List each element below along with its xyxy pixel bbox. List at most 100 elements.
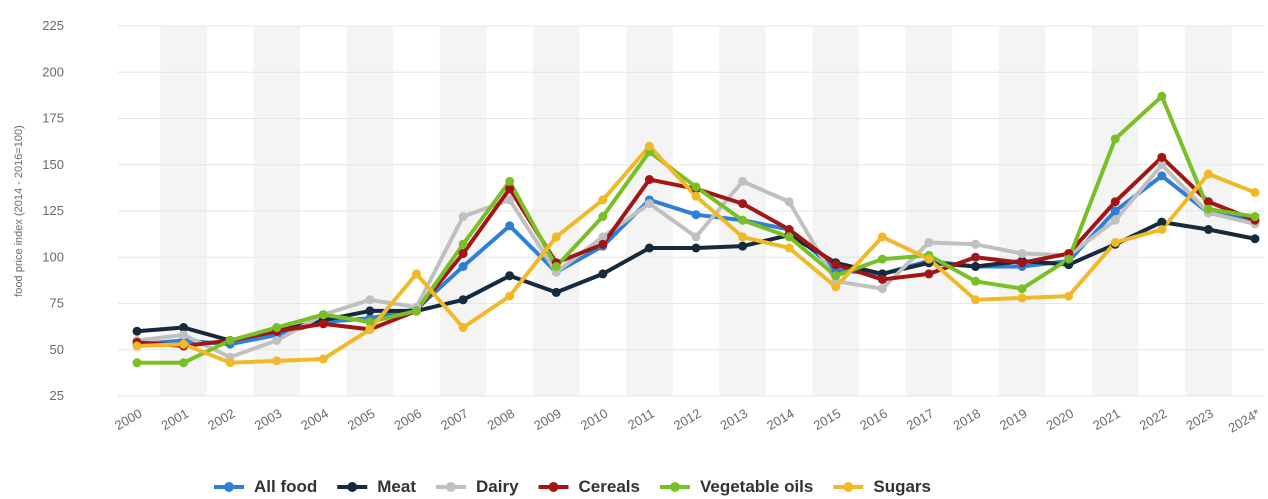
data-point-sugars xyxy=(412,269,421,279)
data-point-dairy xyxy=(1110,215,1120,225)
data-point-sugars xyxy=(644,141,654,151)
data-point-cereals xyxy=(318,319,328,329)
data-point-sugars xyxy=(179,339,189,349)
series-points xyxy=(132,91,1260,368)
data-point-all-food xyxy=(1110,206,1120,216)
data-point-dairy xyxy=(971,239,980,249)
data-point-meat xyxy=(365,306,375,316)
data-point-sugars xyxy=(784,243,794,253)
data-point-dairy xyxy=(458,212,468,222)
data-point-sugars xyxy=(365,324,375,334)
legend-label: Dairy xyxy=(476,477,519,496)
data-point-meat xyxy=(505,271,515,281)
x-tick-label: 2015 xyxy=(811,406,844,433)
data-point-meat xyxy=(644,243,654,253)
legend-label: Cereals xyxy=(579,477,640,496)
x-tick-label: 2022 xyxy=(1137,406,1170,433)
legend[interactable]: All food Meat Dairy Cereals Vegetable oils Su… xyxy=(214,477,931,496)
data-point-sugars xyxy=(877,232,887,242)
data-point-cereals xyxy=(784,225,794,234)
data-point-meat xyxy=(132,326,142,336)
data-point-meat xyxy=(1250,234,1260,244)
x-tick-label: 2014 xyxy=(764,406,797,433)
legend-item-cereals[interactable]: Cereals xyxy=(538,477,640,496)
data-point-vegetable-oils xyxy=(132,358,142,368)
legend-marker-swatch xyxy=(347,482,358,492)
data-point-vegetable-oils xyxy=(365,317,375,327)
data-point-sugars xyxy=(738,232,748,242)
legend-item-meat[interactable]: Meat xyxy=(337,477,416,496)
data-point-meat xyxy=(179,323,189,333)
data-point-vegetable-oils xyxy=(1110,134,1120,144)
data-point-vegetable-oils xyxy=(598,212,608,222)
data-point-cereals xyxy=(738,199,748,209)
data-point-dairy xyxy=(365,295,375,305)
x-tick-label: 2020 xyxy=(1044,406,1077,433)
data-point-meat xyxy=(458,295,468,305)
data-point-cereals xyxy=(971,252,980,262)
data-point-vegetable-oils xyxy=(272,323,282,333)
data-point-cereals xyxy=(598,239,608,249)
data-point-sugars xyxy=(458,323,468,333)
data-point-dairy xyxy=(179,330,189,340)
legend-label: Sugars xyxy=(873,477,931,496)
data-point-cereals xyxy=(831,260,841,270)
data-point-meat xyxy=(1157,217,1167,227)
x-tick-label: 2018 xyxy=(950,406,983,433)
y-tick-label: 200 xyxy=(42,64,64,79)
data-point-vegetable-oils xyxy=(412,306,421,316)
x-tick-label: 2004 xyxy=(298,406,331,433)
legend-marker-swatch xyxy=(446,482,456,492)
legend-item-sugars[interactable]: Sugars xyxy=(833,477,931,496)
data-point-vegetable-oils xyxy=(505,176,515,186)
data-point-all-food xyxy=(458,262,468,271)
data-point-meat xyxy=(971,262,980,271)
y-tick-label: 125 xyxy=(42,203,64,218)
data-point-sugars xyxy=(598,195,608,205)
data-point-sugars xyxy=(971,295,980,305)
data-point-vegetable-oils xyxy=(179,358,189,368)
data-point-cereals xyxy=(1203,197,1213,207)
x-tick-label: 2002 xyxy=(205,406,238,433)
data-point-vegetable-oils xyxy=(458,239,468,249)
y-axis-ticks: 25 50 75 100 125 150 175 200 225 xyxy=(42,18,64,403)
y-tick-label: 75 xyxy=(50,296,64,311)
data-point-sugars xyxy=(1157,225,1167,234)
data-point-vegetable-oils xyxy=(551,262,561,271)
x-tick-label: 2005 xyxy=(345,406,378,433)
data-point-vegetable-oils xyxy=(831,271,841,281)
x-tick-label: 2019 xyxy=(997,406,1030,433)
data-point-meat xyxy=(598,269,608,279)
legend-item-all-food[interactable]: All food xyxy=(214,477,317,496)
legend-item-vegetable-oils[interactable]: Vegetable oils xyxy=(659,477,813,496)
data-point-meat xyxy=(1203,225,1213,234)
data-point-cereals xyxy=(644,175,654,185)
data-point-meat xyxy=(691,243,701,253)
legend-label: Meat xyxy=(377,477,416,496)
data-point-dairy xyxy=(877,284,887,294)
y-tick-label: 225 xyxy=(42,18,64,33)
data-point-dairy xyxy=(691,232,701,242)
data-point-cereals xyxy=(1157,152,1167,162)
data-point-dairy xyxy=(644,199,654,209)
data-point-sugars xyxy=(831,282,841,292)
data-point-meat xyxy=(738,241,748,251)
data-point-all-food xyxy=(505,221,515,231)
data-point-dairy xyxy=(1017,249,1027,259)
x-tick-label: 2017 xyxy=(904,406,937,433)
data-point-sugars xyxy=(132,341,142,351)
data-point-sugars xyxy=(691,191,701,201)
series-lines xyxy=(135,94,1257,365)
x-axis-ticks: 2000 2001 2002 2003 2004 2005 2006 2007 2008 2009… xyxy=(112,406,1263,436)
data-point-vegetable-oils xyxy=(691,182,701,192)
data-point-sugars xyxy=(318,354,328,364)
x-tick-label: 2024* xyxy=(1226,406,1263,436)
data-point-vegetable-oils xyxy=(1203,204,1213,214)
data-point-cereals xyxy=(1110,197,1120,207)
data-point-vegetable-oils xyxy=(1017,284,1027,294)
data-point-dairy xyxy=(505,195,515,205)
data-point-vegetable-oils xyxy=(1157,91,1167,101)
legend-marker-swatch xyxy=(843,482,854,492)
legend-item-dairy[interactable]: Dairy xyxy=(436,477,519,496)
